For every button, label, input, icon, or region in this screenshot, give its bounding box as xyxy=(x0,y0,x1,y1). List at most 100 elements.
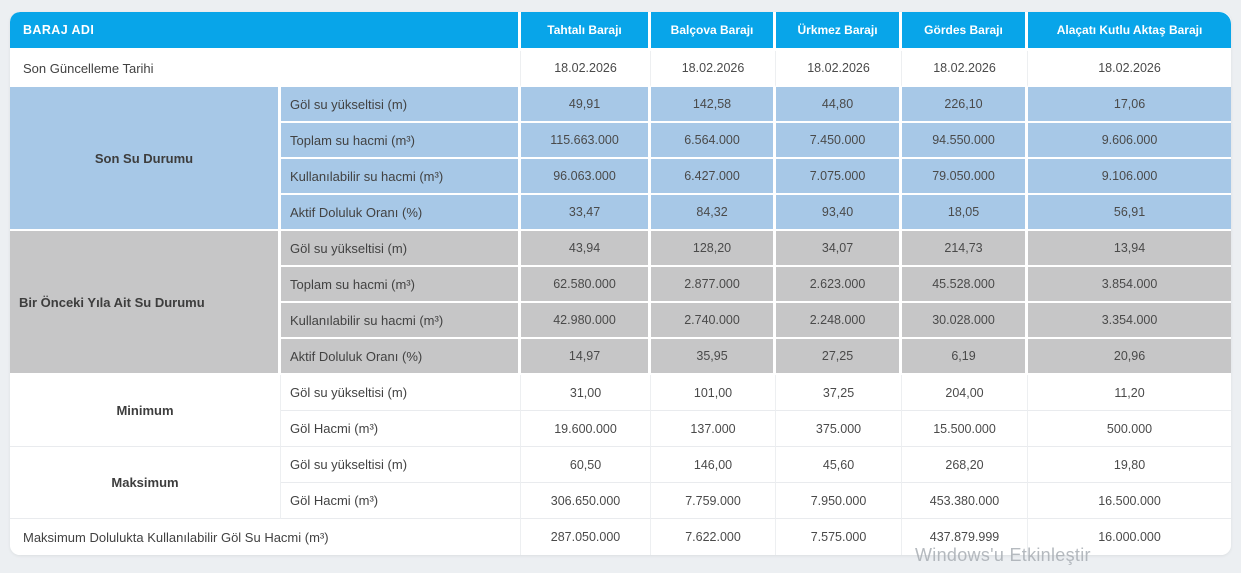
section-son-su-durumu-row: Toplam su hacmi (m³) 115.663.000 6.564.000… xyxy=(10,123,1231,159)
dam-comparison-table: BARAJ ADI Tahtalı Barajı Balçova Barajı Ürk… xyxy=(10,12,1231,555)
max-usable-volume-value-5: 16.000.000 xyxy=(1028,519,1231,555)
baraj-adi-header: BARAJ ADI xyxy=(10,12,522,51)
value-cell-bir-onceki-yila-ait-su-durumu-4-3: 27,25 xyxy=(776,339,903,375)
value-cell-maksimum-1-2: 146,00 xyxy=(651,447,777,483)
value-cell-son-su-durumu-4-4: 18,05 xyxy=(902,195,1029,231)
value-cell-minimum-1-4: 204,00 xyxy=(902,375,1029,411)
metric-label-bir-onceki-yila-ait-su-durumu-2: Toplam su hacmi (m³) xyxy=(281,267,522,303)
value-cell-son-su-durumu-2-3: 7.450.000 xyxy=(776,123,903,159)
value-cell-son-su-durumu-2-4: 94.550.000 xyxy=(902,123,1029,159)
value-cell-minimum-2-5: 500.000 xyxy=(1028,411,1231,447)
value-cell-maksimum-2-1: 306.650.000 xyxy=(521,483,652,519)
value-cell-bir-onceki-yila-ait-su-durumu-1-2: 128,20 xyxy=(651,231,777,267)
section-maksimum-row: Göl Hacmi (m³) 306.650.000 7.759.000 7.950.… xyxy=(10,483,1231,519)
value-cell-son-su-durumu-3-5: 9.106.000 xyxy=(1028,159,1231,195)
section-son-su-durumu-row: Aktif Doluluk Oranı (%) 33,47 84,32 93,40 18… xyxy=(10,195,1231,231)
value-cell-son-su-durumu-3-2: 6.427.000 xyxy=(651,159,777,195)
section-bir-onceki-yila-ait-su-durumu-row: Toplam su hacmi (m³) 62.580.000 2.877.000 2… xyxy=(10,267,1231,303)
value-cell-bir-onceki-yila-ait-su-durumu-4-5: 20,96 xyxy=(1028,339,1231,375)
value-cell-maksimum-2-5: 16.500.000 xyxy=(1028,483,1231,519)
value-cell-maksimum-2-2: 7.759.000 xyxy=(651,483,777,519)
value-cell-minimum-1-2: 101,00 xyxy=(651,375,777,411)
value-cell-bir-onceki-yila-ait-su-durumu-1-5: 13,94 xyxy=(1028,231,1231,267)
value-cell-son-su-durumu-1-2: 142,58 xyxy=(651,87,777,123)
value-cell-bir-onceki-yila-ait-su-durumu-2-4: 45.528.000 xyxy=(902,267,1029,303)
value-cell-bir-onceki-yila-ait-su-durumu-3-2: 2.740.000 xyxy=(651,303,777,339)
value-cell-bir-onceki-yila-ait-su-durumu-3-1: 42.980.000 xyxy=(521,303,652,339)
section-label-bir-onceki-yila-ait-su-durumu: Bir Önceki Yıla Ait Su Durumu xyxy=(10,231,281,375)
value-cell-minimum-2-4: 15.500.000 xyxy=(902,411,1029,447)
value-cell-son-su-durumu-2-2: 6.564.000 xyxy=(651,123,777,159)
value-cell-minimum-2-3: 375.000 xyxy=(776,411,903,447)
value-cell-bir-onceki-yila-ait-su-durumu-2-2: 2.877.000 xyxy=(651,267,777,303)
section-label-maksimum: Maksimum xyxy=(10,447,281,519)
section-bir-onceki-yila-ait-su-durumu-row: Aktif Doluluk Oranı (%) 14,97 35,95 27,25 6,… xyxy=(10,339,1231,375)
value-cell-bir-onceki-yila-ait-su-durumu-2-5: 3.854.000 xyxy=(1028,267,1231,303)
metric-label-son-su-durumu-2: Toplam su hacmi (m³) xyxy=(281,123,522,159)
update-date-value-2: 18.02.2026 xyxy=(651,51,777,87)
value-cell-son-su-durumu-4-2: 84,32 xyxy=(651,195,777,231)
value-cell-bir-onceki-yila-ait-su-durumu-3-5: 3.354.000 xyxy=(1028,303,1231,339)
metric-label-bir-onceki-yila-ait-su-durumu-4: Aktif Doluluk Oranı (%) xyxy=(281,339,522,375)
max-usable-volume-value-2: 7.622.000 xyxy=(651,519,777,555)
value-cell-maksimum-1-4: 268,20 xyxy=(902,447,1029,483)
column-header-3: Ürkmez Barajı xyxy=(776,12,903,51)
max-usable-volume-value-3: 7.575.000 xyxy=(776,519,903,555)
metric-label-bir-onceki-yila-ait-su-durumu-3: Kullanılabilir su hacmi (m³) xyxy=(281,303,522,339)
section-son-su-durumu-row: Son Su Durumu Göl su yükseltisi (m) 49,91 1… xyxy=(10,87,1231,231)
metric-label-son-su-durumu-1: Göl su yükseltisi (m) xyxy=(281,87,522,123)
value-cell-son-su-durumu-1-4: 226,10 xyxy=(902,87,1029,123)
value-cell-bir-onceki-yila-ait-su-durumu-1-4: 214,73 xyxy=(902,231,1029,267)
value-cell-minimum-1-3: 37,25 xyxy=(776,375,903,411)
table-header-row: BARAJ ADI Tahtalı Barajı Balçova Barajı Ürk… xyxy=(10,12,1231,51)
update-date-label: Son Güncelleme Tarihi xyxy=(10,51,522,87)
section-maksimum-row: Maksimum Göl su yükseltisi (m) 60,50 146,00… xyxy=(10,447,1231,519)
section-minimum-row: Minimum Göl su yükseltisi (m) 31,00 101,00 3… xyxy=(10,375,1231,447)
value-cell-son-su-durumu-1-5: 17,06 xyxy=(1028,87,1231,123)
update-date-row: Son Güncelleme Tarihi 18.02.2026 18.02.202… xyxy=(10,51,1231,87)
value-cell-maksimum-1-3: 45,60 xyxy=(776,447,903,483)
update-date-value-1: 18.02.2026 xyxy=(521,51,652,87)
value-cell-maksimum-1-1: 60,50 xyxy=(521,447,652,483)
value-cell-son-su-durumu-4-3: 93,40 xyxy=(776,195,903,231)
value-cell-son-su-durumu-3-4: 79.050.000 xyxy=(902,159,1029,195)
value-cell-bir-onceki-yila-ait-su-durumu-3-3: 2.248.000 xyxy=(776,303,903,339)
value-cell-maksimum-2-4: 453.380.000 xyxy=(902,483,1029,519)
value-cell-bir-onceki-yila-ait-su-durumu-1-1: 43,94 xyxy=(521,231,652,267)
value-cell-bir-onceki-yila-ait-su-durumu-2-3: 2.623.000 xyxy=(776,267,903,303)
update-date-value-4: 18.02.2026 xyxy=(902,51,1029,87)
max-usable-volume-row: Maksimum Dolulukta Kullanılabilir Göl Su… xyxy=(10,519,1231,555)
section-bir-onceki-yila-ait-su-durumu-row: Kullanılabilir su hacmi (m³) 42.980.000 2.… xyxy=(10,303,1231,339)
column-header-1: Tahtalı Barajı xyxy=(521,12,652,51)
update-date-value-3: 18.02.2026 xyxy=(776,51,903,87)
value-cell-son-su-durumu-4-5: 56,91 xyxy=(1028,195,1231,231)
max-usable-volume-value-4: 437.879.999 xyxy=(902,519,1029,555)
metric-label-minimum-1: Göl su yükseltisi (m) xyxy=(281,375,522,411)
value-cell-son-su-durumu-2-1: 115.663.000 xyxy=(521,123,652,159)
value-cell-bir-onceki-yila-ait-su-durumu-4-2: 35,95 xyxy=(651,339,777,375)
value-cell-son-su-durumu-4-1: 33,47 xyxy=(521,195,652,231)
max-usable-volume-value-1: 287.050.000 xyxy=(521,519,652,555)
metric-label-minimum-2: Göl Hacmi (m³) xyxy=(281,411,522,447)
value-cell-son-su-durumu-1-3: 44,80 xyxy=(776,87,903,123)
section-label-son-su-durumu: Son Su Durumu xyxy=(10,87,281,231)
windows-activation-watermark: Windows'u Etkinleştir xyxy=(915,545,1091,565)
value-cell-bir-onceki-yila-ait-su-durumu-3-4: 30.028.000 xyxy=(902,303,1029,339)
metric-label-son-su-durumu-3: Kullanılabilir su hacmi (m³) xyxy=(281,159,522,195)
value-cell-bir-onceki-yila-ait-su-durumu-4-4: 6,19 xyxy=(902,339,1029,375)
metric-label-son-su-durumu-4: Aktif Doluluk Oranı (%) xyxy=(281,195,522,231)
section-bir-onceki-yila-ait-su-durumu-row: Bir Önceki Yıla Ait Su Durumu Göl su yüks… xyxy=(10,231,1231,375)
value-cell-son-su-durumu-3-1: 96.063.000 xyxy=(521,159,652,195)
value-cell-minimum-2-1: 19.600.000 xyxy=(521,411,652,447)
metric-label-maksimum-1: Göl su yükseltisi (m) xyxy=(281,447,522,483)
value-cell-maksimum-2-3: 7.950.000 xyxy=(776,483,903,519)
value-cell-son-su-durumu-2-5: 9.606.000 xyxy=(1028,123,1231,159)
value-cell-maksimum-1-5: 19,80 xyxy=(1028,447,1231,483)
value-cell-minimum-2-2: 137.000 xyxy=(651,411,777,447)
value-cell-minimum-1-1: 31,00 xyxy=(521,375,652,411)
column-header-5: Alaçatı Kutlu Aktaş Barajı xyxy=(1028,12,1231,51)
value-cell-minimum-1-5: 11,20 xyxy=(1028,375,1231,411)
value-cell-son-su-durumu-3-3: 7.075.000 xyxy=(776,159,903,195)
value-cell-son-su-durumu-1-1: 49,91 xyxy=(521,87,652,123)
